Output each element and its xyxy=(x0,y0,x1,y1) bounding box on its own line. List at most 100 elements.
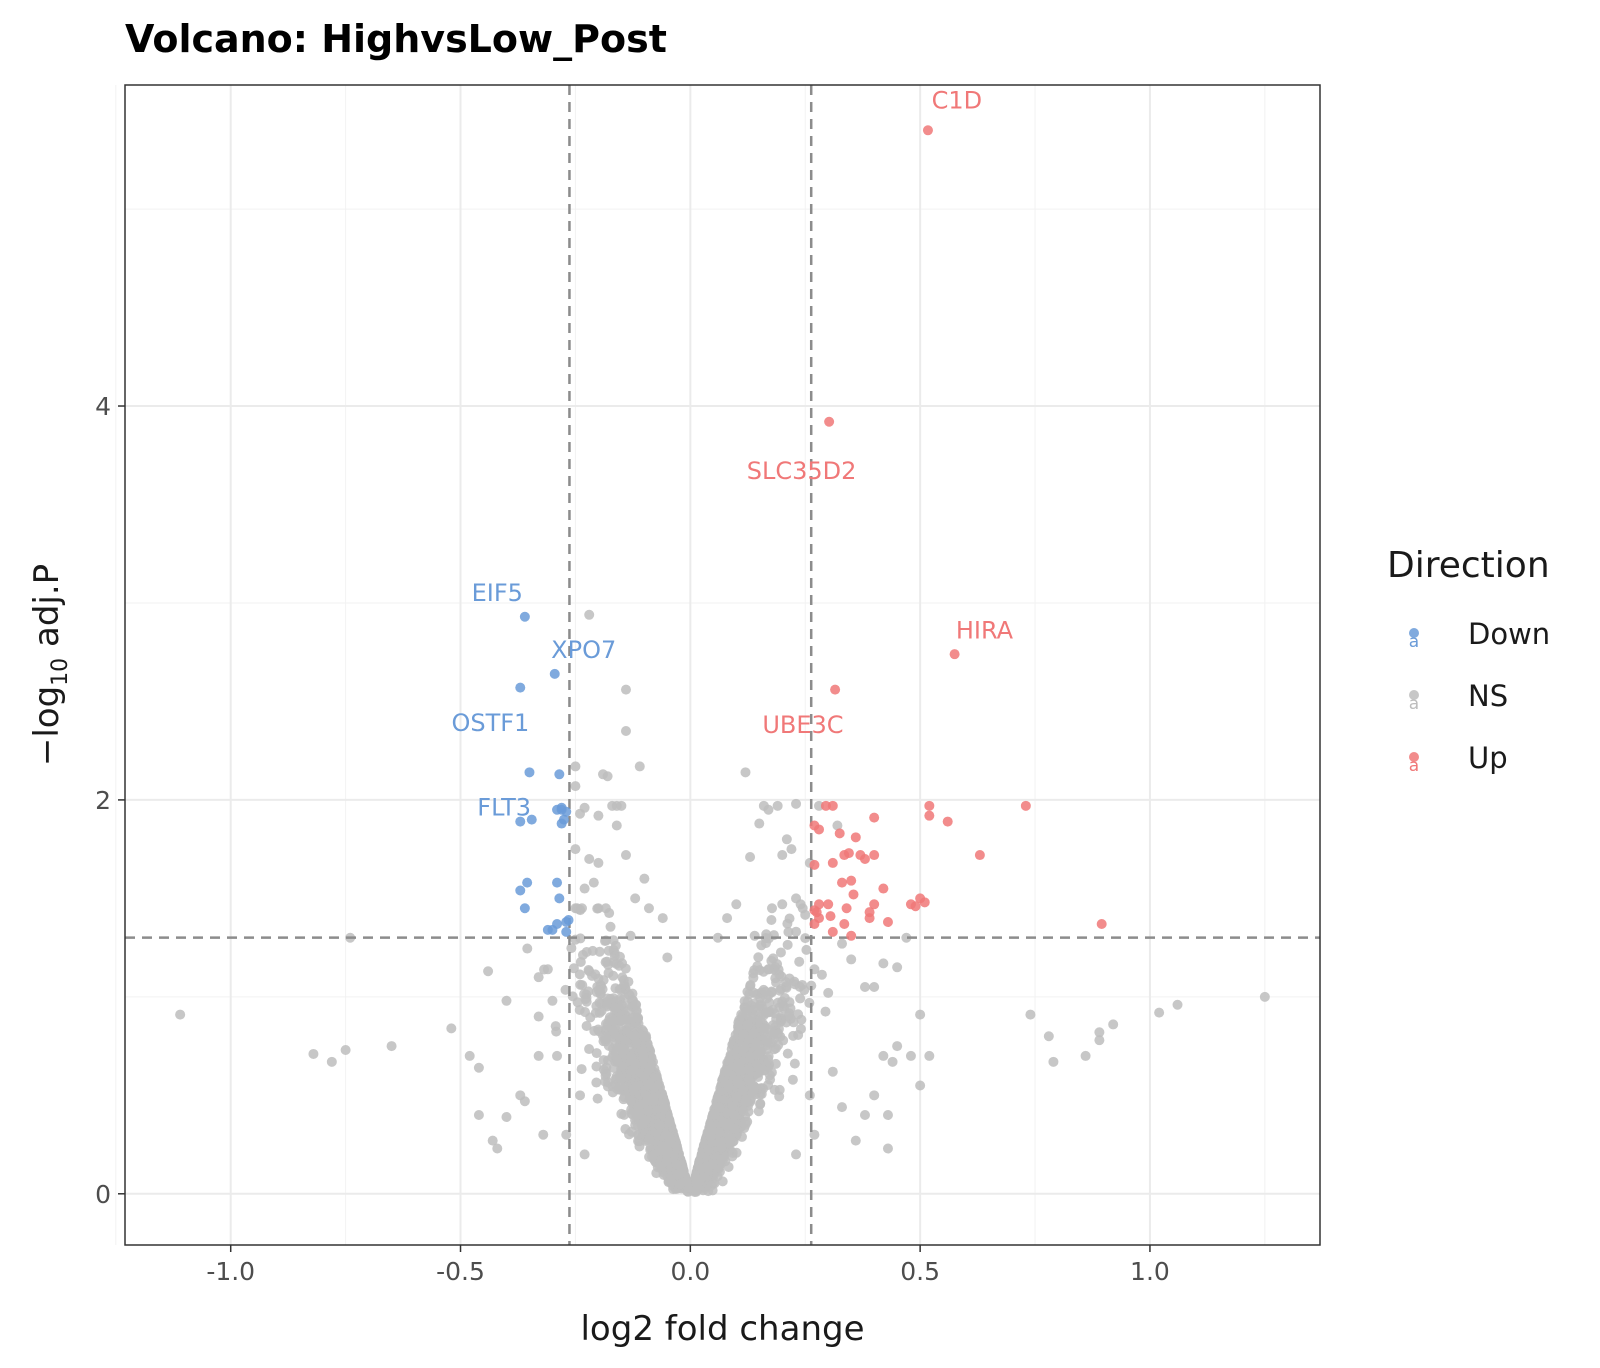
ns-point xyxy=(575,808,586,819)
ns-point xyxy=(547,995,558,1006)
ns-point xyxy=(552,1050,563,1061)
ns-point xyxy=(542,964,553,975)
ns-point xyxy=(581,1020,592,1031)
ns-point xyxy=(859,1110,870,1121)
ns-point xyxy=(644,1063,655,1074)
ns-point xyxy=(712,1093,723,1104)
down-point xyxy=(561,917,572,928)
ns-point xyxy=(765,1074,776,1085)
ns-point xyxy=(791,1149,802,1160)
ns-point xyxy=(705,1131,716,1142)
ns-point xyxy=(570,781,581,792)
ns-point xyxy=(628,1084,639,1095)
significant-points xyxy=(515,125,1107,941)
x-tick-label: -0.5 xyxy=(436,1257,485,1286)
ns-point xyxy=(570,844,581,855)
ns-point xyxy=(762,1007,773,1018)
legend-key-glyph: a xyxy=(1409,756,1419,776)
ns-point xyxy=(778,1001,789,1012)
up-point xyxy=(827,926,838,937)
x-tick-label: 1.0 xyxy=(1130,1257,1170,1286)
ns-point xyxy=(924,1050,935,1061)
ns-point xyxy=(608,1025,619,1036)
ns-point xyxy=(636,1119,647,1130)
ns-point xyxy=(590,1007,601,1018)
x-tick-label: 0.0 xyxy=(670,1257,710,1286)
ns-point xyxy=(627,1065,638,1076)
ns-point xyxy=(644,1134,655,1145)
up-point xyxy=(846,930,857,941)
ns-point xyxy=(772,959,783,970)
ns-point xyxy=(633,1012,644,1023)
up-point xyxy=(823,899,834,910)
ns-point xyxy=(616,1081,627,1092)
up-point xyxy=(882,917,893,928)
ns-point xyxy=(804,997,815,1008)
up-point xyxy=(924,810,935,821)
ns-point xyxy=(801,944,812,955)
ns-point xyxy=(795,899,806,910)
ns-point xyxy=(538,1129,549,1140)
ns-point xyxy=(631,1110,642,1121)
up-point xyxy=(949,649,960,660)
ns-point xyxy=(691,1170,702,1181)
ns-point xyxy=(625,930,636,941)
x-axis-title: log2 fold change xyxy=(580,1309,864,1349)
ns-point xyxy=(832,820,843,831)
ns-point xyxy=(738,1028,749,1039)
ns-point xyxy=(766,903,777,914)
ns-point xyxy=(1048,1056,1059,1067)
down-point xyxy=(549,668,560,679)
ns-point xyxy=(748,1028,759,1039)
chart-title: Volcano: HighvsLow_Post xyxy=(125,17,667,61)
legend-items: a Down a NS a Up xyxy=(1409,617,1550,776)
ns-point xyxy=(718,1117,729,1128)
legend: Direction a Down a NS a Up xyxy=(1387,545,1550,776)
ns-point xyxy=(1108,1019,1119,1030)
ns-point xyxy=(629,1031,640,1042)
up-point xyxy=(830,684,841,695)
ns-point xyxy=(579,1006,590,1017)
ns-point xyxy=(887,1056,898,1067)
ns-point xyxy=(740,767,751,778)
ns-point xyxy=(753,1049,764,1060)
ns-point xyxy=(626,1126,637,1137)
ns-point xyxy=(760,986,771,997)
ns-point xyxy=(593,857,604,868)
ns-point xyxy=(770,1058,781,1069)
ns-point xyxy=(602,771,613,782)
ns-point xyxy=(782,1048,793,1059)
ns-point xyxy=(772,800,783,811)
gene-label: C1D xyxy=(932,87,983,115)
ns-point xyxy=(777,899,788,910)
up-point xyxy=(809,918,820,929)
ns-point xyxy=(662,952,673,963)
ns-point xyxy=(716,1142,727,1153)
ns-point xyxy=(773,1040,784,1051)
ns-point xyxy=(681,1176,692,1187)
down-point xyxy=(519,611,530,622)
ns-point xyxy=(615,1072,626,1083)
ns-point xyxy=(483,966,494,977)
ns-point xyxy=(791,798,802,809)
ns-point xyxy=(784,913,795,924)
ns-point xyxy=(591,1061,602,1072)
ns-point xyxy=(568,963,579,974)
up-point xyxy=(814,899,825,910)
ns-point xyxy=(1094,1027,1105,1038)
ns-point xyxy=(519,1096,530,1107)
ns-point xyxy=(787,1074,798,1085)
ns-point xyxy=(473,1062,484,1073)
ns-point xyxy=(846,954,857,965)
ns-point xyxy=(591,1077,602,1088)
ns-point xyxy=(487,1135,498,1146)
up-point xyxy=(825,911,836,922)
ns-point xyxy=(583,986,594,997)
legend-label-down: Down xyxy=(1468,617,1550,651)
ns-point xyxy=(740,1116,751,1127)
ns-point xyxy=(837,938,847,949)
ns-point xyxy=(755,1015,766,1026)
ns-point xyxy=(793,1009,804,1020)
up-point xyxy=(820,800,831,811)
gene-label: EIF5 xyxy=(472,579,523,607)
